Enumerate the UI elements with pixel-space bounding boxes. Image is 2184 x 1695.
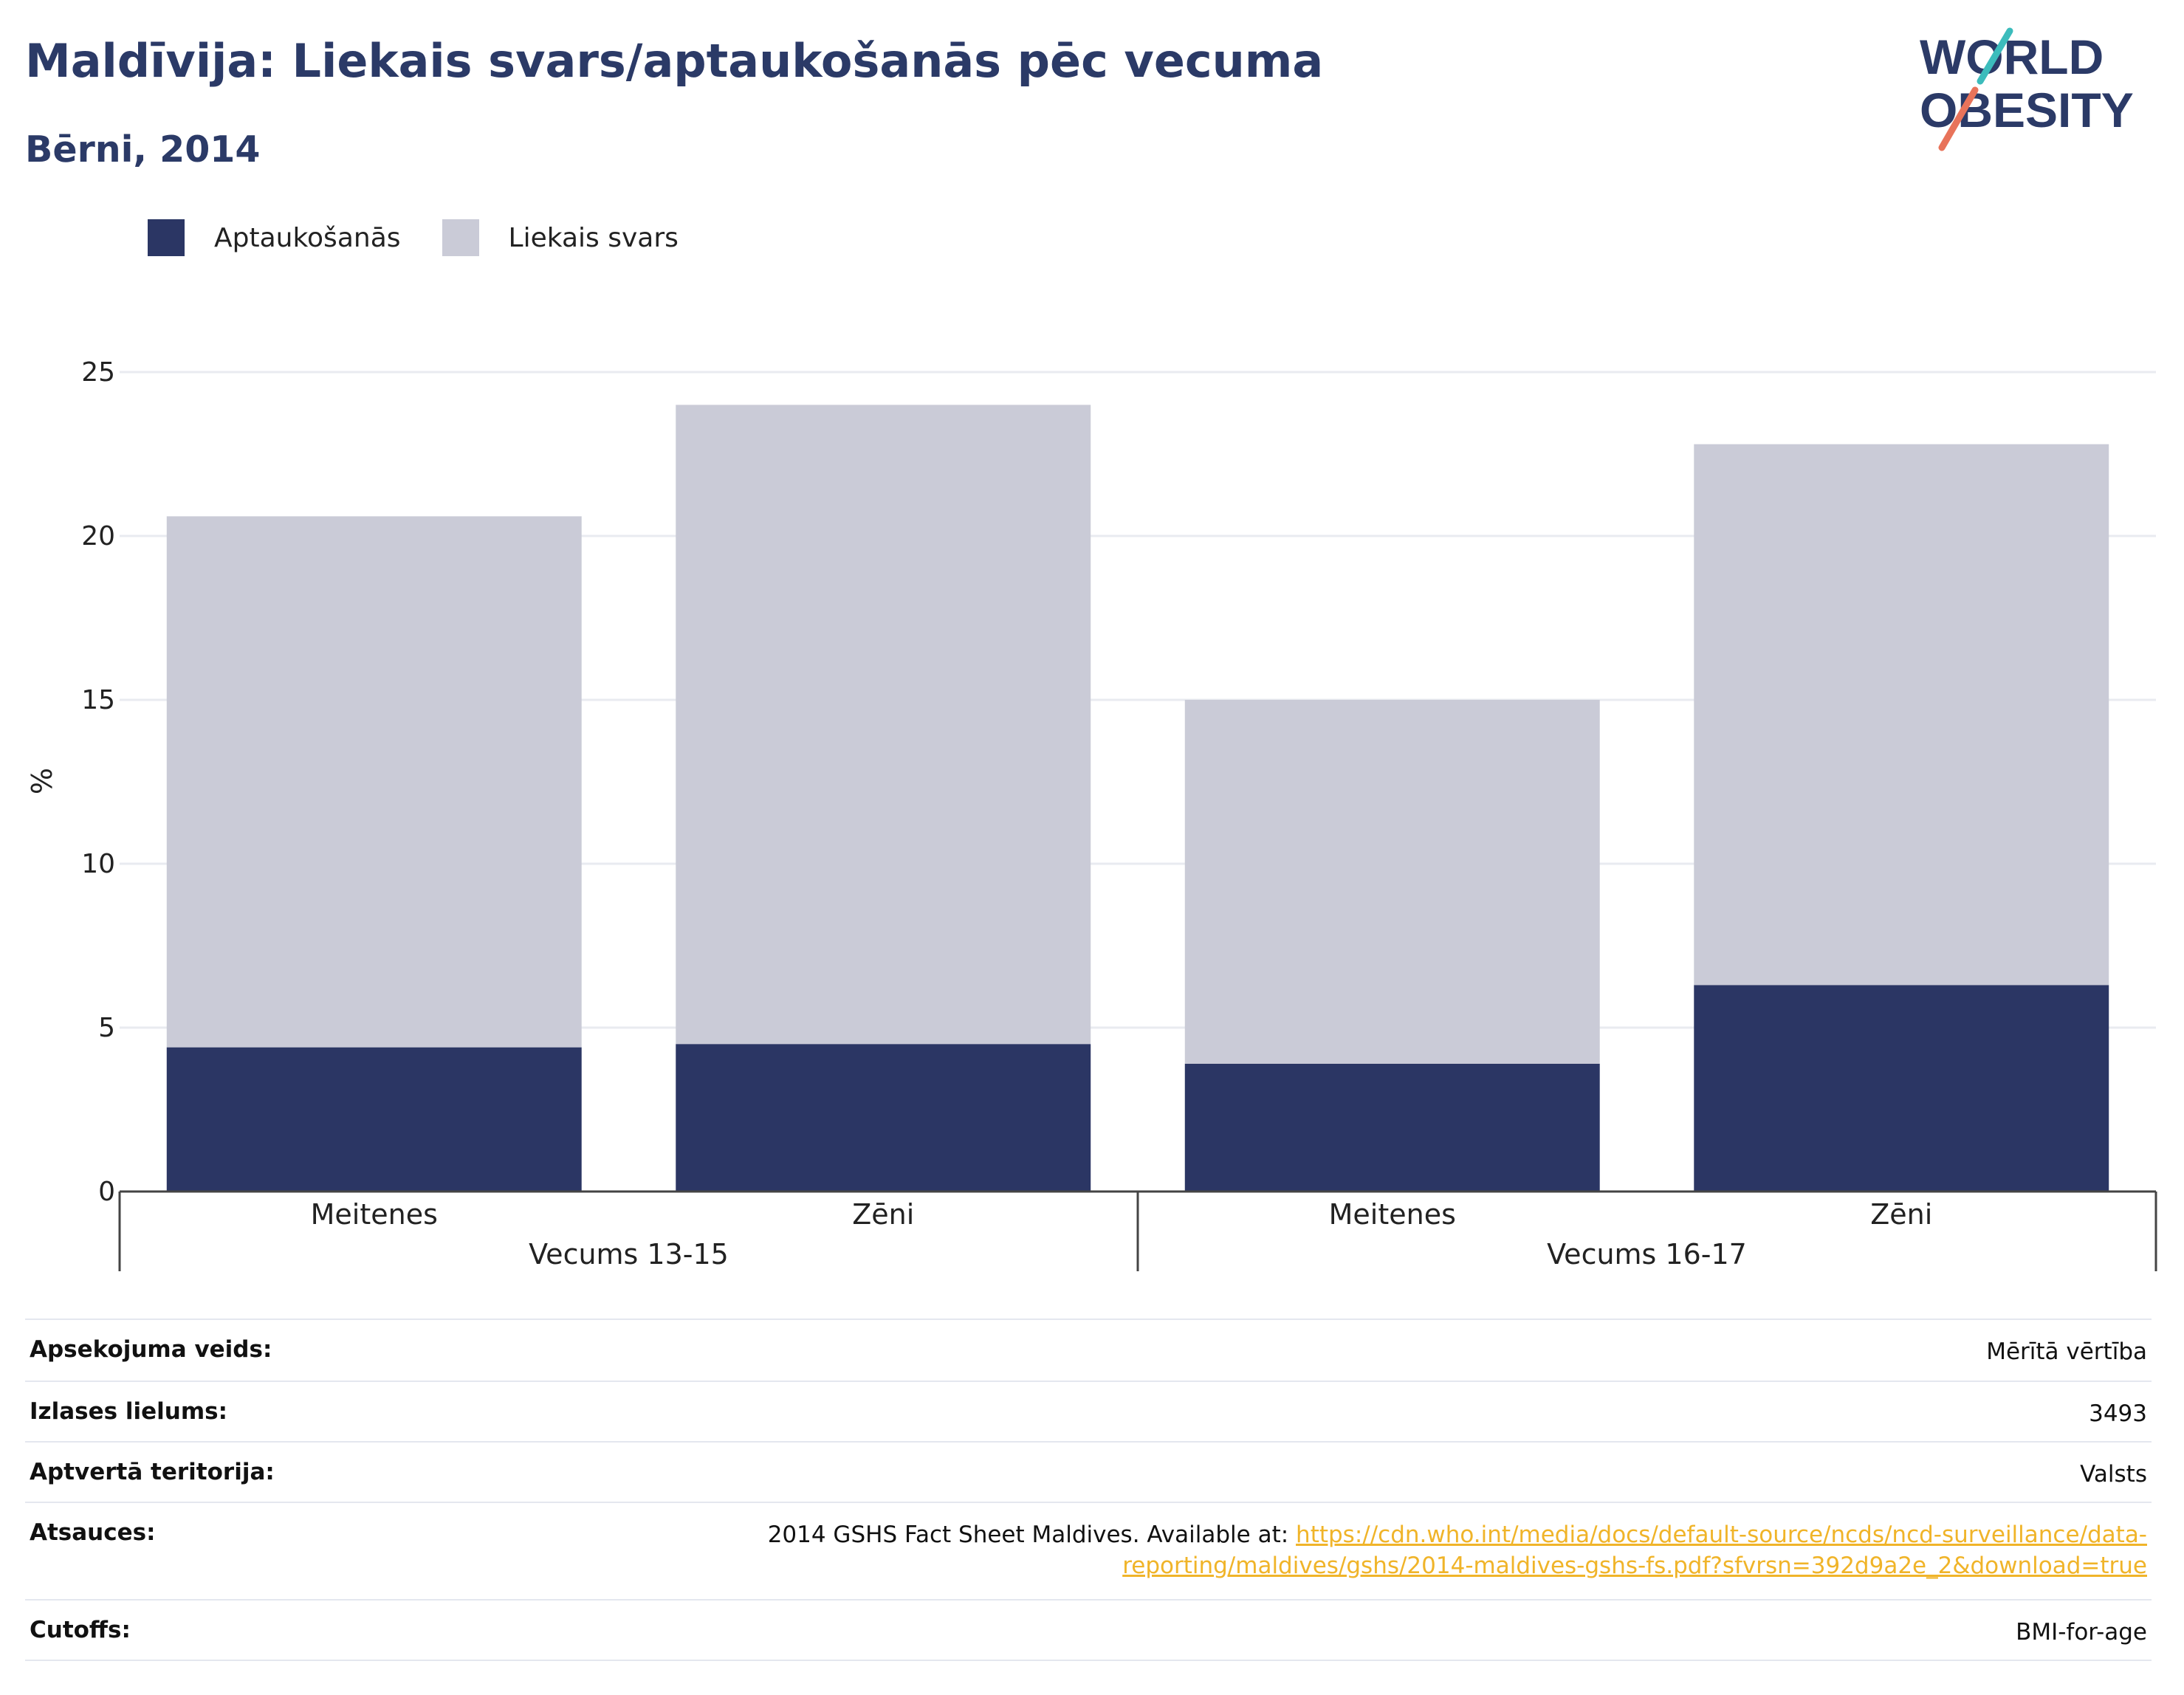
legend-item-overweight[interactable]: Liekais svars [442, 219, 679, 256]
y-axis-label: % [26, 768, 58, 794]
metadata-table: Apsekojuma veids: Mērītā vērtība Izlases… [25, 1318, 2152, 1661]
bar-overweight [1184, 700, 1600, 1064]
logo-slash-coral [1938, 86, 1979, 151]
meta-value: 3493 [2089, 1400, 2147, 1427]
reference-text: 2014 GSHS Fact Sheet Maldives. Available… [767, 1522, 1297, 1548]
bar-overweight [1694, 444, 2109, 986]
meta-label: Cutoffs: [30, 1617, 131, 1643]
chart-legend: Aptaukošanās Liekais svars [148, 219, 720, 257]
y-tick-label: 15 [81, 685, 115, 715]
x-tick-label: Meitenes [1329, 1198, 1456, 1231]
y-tick-label: 5 [98, 1013, 115, 1043]
y-tick-label: 20 [81, 521, 115, 551]
meta-value: Valsts [2080, 1461, 2147, 1488]
reference-link-continued[interactable]: reporting/maldives/gshs/2014-maldives-gs… [1122, 1553, 2147, 1579]
bar-chart: 0 5 10 15 20 25% Meitenes Zēni Meitenes Zēni Vecum… [26, 357, 2157, 1271]
world-obesity-logo: WORLD OBESITY [1920, 27, 2134, 151]
legend-swatch-overweight [442, 219, 479, 256]
legend-swatch-obesity [148, 219, 185, 256]
group-label: Vecums 16-17 [1547, 1238, 1747, 1271]
logo-text-world: WORLD [1920, 30, 2104, 84]
bar-obesity [1694, 985, 2109, 1192]
x-tick-label: Zēni [1870, 1198, 1932, 1231]
x-tick-label: Meitenes [311, 1198, 438, 1231]
page-subtitle: Bērni, 2014 [25, 128, 261, 171]
group-label: Vecums 13-15 [529, 1238, 729, 1271]
page-title: Maldīvija: Liekais svars/aptaukošanās pē… [25, 34, 1324, 88]
meta-label: Apsekojuma veids: [30, 1336, 272, 1363]
meta-row-cutoffs: Cutoffs: BMI-for-age [25, 1599, 2152, 1661]
y-tick-label: 0 [98, 1177, 115, 1207]
meta-label: Atsauces: [30, 1519, 156, 1546]
meta-row-references: Atsauces: 2014 GSHS Fact Sheet Maldives.… [25, 1502, 2152, 1599]
bar-obesity [166, 1047, 582, 1192]
y-tick-label: 25 [81, 357, 115, 388]
meta-label: Aptvertā teritorija: [30, 1459, 275, 1485]
meta-row-survey-type: Apsekojuma veids: Mērītā vērtība [25, 1318, 2152, 1381]
meta-row-sample-size: Izlases lielums: 3493 [25, 1381, 2152, 1441]
legend-label-obesity: Aptaukošanās [214, 222, 401, 253]
reference-link[interactable]: https://cdn.who.int/media/docs/default-s… [1296, 1522, 2147, 1548]
bar-overweight [676, 405, 1091, 1045]
meta-label: Izlases lielums: [30, 1398, 227, 1425]
bar-overweight [166, 516, 582, 1048]
bar-obesity [676, 1044, 1091, 1192]
x-tick-label: Zēni [852, 1198, 914, 1231]
bar-obesity [1184, 1063, 1600, 1192]
meta-value: 2014 GSHS Fact Sheet Maldives. Available… [768, 1503, 2147, 1599]
meta-row-coverage: Aptvertā teritorija: Valsts [25, 1441, 2152, 1502]
logo-slash-teal [1977, 27, 2013, 85]
legend-label-overweight: Liekais svars [508, 222, 679, 253]
meta-value: BMI-for-age [2016, 1619, 2147, 1646]
legend-item-obesity[interactable]: Aptaukošanās [148, 219, 401, 256]
meta-value: Mērītā vērtība [1986, 1338, 2147, 1365]
y-tick-label: 10 [81, 849, 115, 879]
